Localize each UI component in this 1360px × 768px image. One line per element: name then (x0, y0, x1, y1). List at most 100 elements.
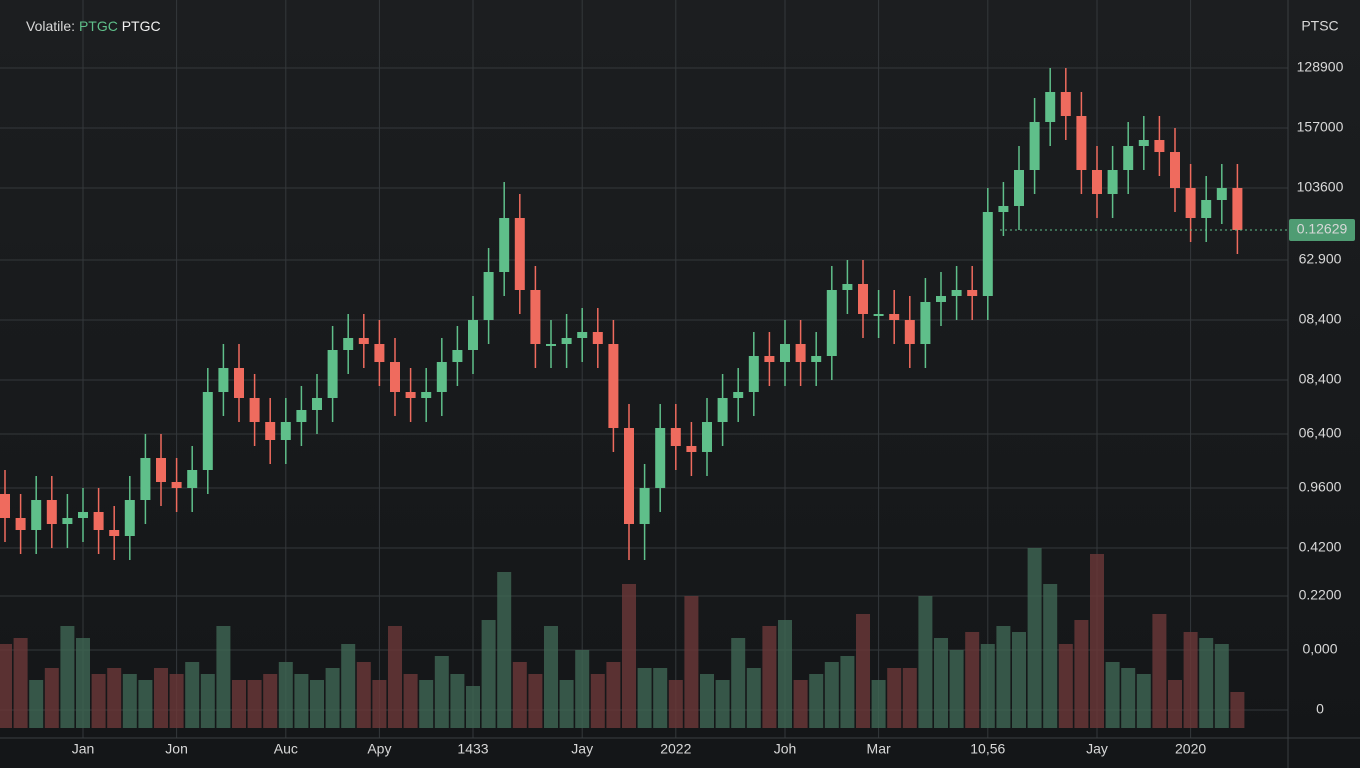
candle-body (374, 344, 385, 362)
candle-body (249, 398, 260, 422)
candle-body (296, 410, 307, 422)
volume-bar (1168, 680, 1182, 728)
volume-bar (887, 668, 902, 728)
volume-bar (450, 674, 465, 728)
candle-body (452, 350, 463, 362)
y-tick-label: 08,400 (1299, 371, 1342, 387)
candle-body (655, 428, 666, 488)
volume-bar (294, 674, 309, 728)
candle-body (499, 218, 510, 272)
y-tick-label: 103600 (1297, 179, 1344, 195)
volume-bar (0, 644, 12, 728)
candle-body (1060, 92, 1071, 116)
y-tick-label: 06,400 (1299, 425, 1342, 441)
volume-bar (996, 626, 1011, 728)
volume-bar (715, 680, 730, 728)
candle-body (436, 362, 447, 392)
volume-bar (247, 680, 262, 728)
candle-body (811, 356, 822, 362)
last-price-tag (1289, 219, 1355, 241)
candle-body (514, 218, 525, 290)
volume-bar (372, 680, 387, 728)
title-label: Volatile: (26, 18, 75, 34)
candle-body (1029, 122, 1040, 170)
candle-body (608, 344, 619, 428)
volume-bar (856, 614, 870, 728)
candle-body (795, 344, 806, 362)
candle-body (858, 284, 868, 314)
candle-body (530, 290, 541, 344)
volume-bar (341, 644, 356, 728)
volume-bar (403, 674, 418, 728)
y-tick-label: 0 (1316, 701, 1324, 717)
volume-bar (1090, 554, 1104, 728)
volume-bar (138, 680, 153, 728)
volume-bar (1199, 638, 1214, 728)
candle-body (733, 392, 744, 398)
volume-bar (700, 674, 714, 728)
x-tick-label: Jan (72, 741, 95, 757)
y-tick-label: 128900 (1297, 59, 1344, 75)
volume-bar (44, 668, 59, 728)
volume-bar (76, 638, 90, 728)
volume-bar (918, 596, 933, 728)
volume-bar (169, 674, 184, 728)
volume-bar (356, 662, 371, 728)
candle-body (343, 338, 354, 350)
title-name: PTGC (122, 18, 161, 34)
volume-bar (232, 680, 246, 728)
title-symbol: PTGC (79, 18, 118, 34)
candle-body (1185, 188, 1196, 218)
candle-body (826, 290, 837, 356)
volume-bar (528, 674, 543, 728)
x-tick-label: Mar (867, 741, 891, 757)
x-tick-label: Apy (367, 741, 391, 757)
candle-body (1045, 92, 1056, 122)
volume-bar (29, 680, 44, 728)
y-tick-label: 157000 (1297, 119, 1344, 135)
volume-bar (1121, 668, 1136, 728)
volume-bar (310, 680, 324, 728)
x-tick-label: Jay (571, 741, 593, 757)
candle-body (889, 314, 900, 320)
volume-bar (559, 680, 574, 728)
volume-bar (637, 668, 652, 728)
volume-bar (185, 662, 200, 728)
volume-bar (1183, 632, 1198, 728)
candle-body (936, 296, 946, 302)
volume-bar (902, 668, 917, 728)
volume-bar (809, 674, 824, 728)
candle-body (93, 512, 104, 530)
candle-body (592, 332, 603, 344)
candle-body (1107, 170, 1118, 194)
x-tick-label: 2022 (660, 741, 691, 757)
volume-bar (216, 626, 231, 728)
volume-bar (965, 632, 980, 728)
grid (0, 0, 1288, 738)
volume-bar (590, 674, 605, 728)
candle-body (967, 290, 978, 296)
candle-body (140, 458, 151, 500)
volume-bar (1214, 644, 1229, 728)
candle-body (546, 344, 556, 346)
candle-body (873, 314, 884, 316)
volume-bar (512, 662, 527, 728)
y-tick-label: 0.2200 (1299, 587, 1342, 603)
candle-body (982, 212, 993, 296)
candle-body (265, 422, 276, 440)
candle-body (717, 398, 728, 422)
last-price-label: 0.12629 (1297, 221, 1348, 237)
volume-bar (1105, 662, 1120, 728)
candle-body (1076, 116, 1087, 170)
volume-bar (434, 656, 449, 728)
volume-bar (107, 668, 122, 728)
y-tick-label: 0.4200 (1299, 539, 1342, 555)
volume-bar (497, 572, 512, 728)
volume-bar (793, 680, 808, 728)
candle-body (171, 482, 182, 488)
candle-body (109, 530, 120, 536)
volume-bar (278, 662, 293, 728)
candle-body (62, 518, 73, 524)
volume-bar (13, 638, 28, 728)
y-tick-label: 0,000 (1302, 641, 1337, 657)
